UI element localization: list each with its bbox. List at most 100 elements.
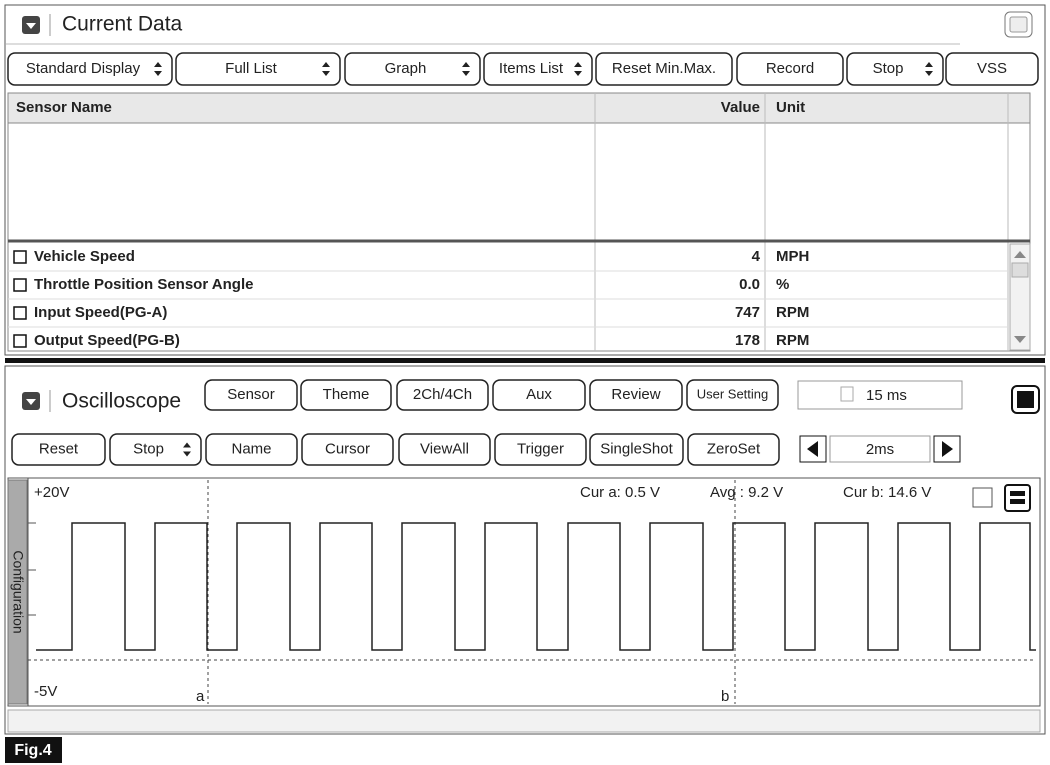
waveform (36, 522, 1036, 651)
sensor-table (7, 92, 1031, 352)
column-header: Unit (776, 99, 805, 116)
sensor-name: Output Speed(PG-B) (34, 332, 180, 349)
configuration-tab[interactable] (7, 479, 28, 705)
button[interactable] (492, 379, 586, 411)
button-label: Theme (323, 386, 370, 403)
button[interactable] (736, 52, 844, 86)
table-header (7, 92, 1031, 124)
button-label: User Setting (697, 386, 769, 401)
button-label: Trigger (517, 440, 564, 457)
y-min-label: -5V (34, 683, 57, 700)
button[interactable] (589, 379, 683, 411)
collapse-arrow (26, 23, 36, 29)
stop-view-icon (1017, 391, 1034, 408)
button[interactable] (595, 52, 733, 86)
button-label: Stop (873, 60, 904, 77)
sensor-unit: RPM (776, 304, 809, 321)
channel-checkbox[interactable] (972, 487, 993, 508)
button-label: Name (231, 440, 271, 457)
button-label: Items List (499, 60, 564, 77)
button[interactable] (945, 52, 1039, 86)
button[interactable] (494, 433, 587, 466)
button[interactable] (175, 52, 341, 86)
scroll-up[interactable] (1014, 251, 1026, 258)
scroll-down[interactable] (1014, 336, 1026, 343)
button-label: Cursor (325, 440, 370, 457)
panel-title: Current Data (62, 13, 183, 36)
left-arrow (807, 441, 818, 457)
dropdown-arrow (925, 71, 933, 76)
figure-label: Fig.4 (14, 742, 51, 759)
time-display-box (797, 380, 963, 410)
collapse-arrow (26, 399, 36, 405)
row-checkbox[interactable] (13, 334, 27, 348)
dropdown-arrow (462, 62, 470, 67)
sensor-value: 747 (735, 304, 760, 321)
timebase-field[interactable] (829, 435, 931, 463)
button-label: ViewAll (420, 440, 469, 457)
time-icon (840, 386, 854, 402)
dropdown-arrow (322, 62, 330, 67)
button-label: Full List (225, 60, 278, 77)
dropdown-arrow (183, 451, 191, 457)
row-checkbox[interactable] (13, 306, 27, 320)
button[interactable] (7, 52, 173, 86)
table-rows: Shift Lever SwitchD-Current Gear1-Engine… (8, 248, 1008, 349)
menu-button[interactable] (1004, 484, 1031, 512)
button-label: 2Ch/4Ch (413, 386, 472, 403)
button[interactable] (686, 379, 779, 411)
time-display: 15 ms (866, 387, 907, 404)
right-arrow (942, 441, 953, 457)
table-scrollbar[interactable] (1009, 243, 1031, 351)
average-readout: Avg : 9.2 V (710, 484, 783, 501)
button-label: Reset (39, 440, 79, 457)
row-checkbox[interactable] (13, 278, 27, 292)
button[interactable] (11, 433, 106, 466)
side-tab-label: Configuration (10, 550, 26, 633)
scope-area (7, 477, 1041, 707)
column-header: Sensor Name (16, 99, 112, 116)
button[interactable] (396, 379, 489, 411)
scroll-thumb[interactable] (1011, 262, 1029, 278)
button[interactable] (300, 379, 392, 411)
button-label: Record (766, 60, 814, 77)
button[interactable] (205, 433, 298, 466)
button-label: Aux (526, 386, 552, 403)
horizontal-scrollbar[interactable] (7, 709, 1041, 733)
cursor-b-readout: Cur b: 14.6 V (843, 484, 931, 501)
dropdown-arrow (574, 71, 582, 76)
sensor-name: Vehicle Speed (34, 248, 135, 265)
dropdown-arrow (574, 62, 582, 67)
sensor-value: 0.0 (739, 276, 760, 293)
button[interactable] (483, 52, 593, 86)
button[interactable] (344, 52, 481, 86)
panel-divider (5, 358, 1045, 363)
figure-label-box (5, 737, 62, 763)
button-label: Review (611, 386, 660, 403)
dropdown-arrow (462, 71, 470, 76)
y-max-label: +20V (34, 484, 69, 501)
button-label: VSS (977, 60, 1007, 77)
sensor-value: 4 (752, 248, 761, 265)
dropdown-arrow (183, 442, 191, 448)
button[interactable] (204, 379, 298, 411)
button[interactable] (687, 433, 780, 466)
window-icon (1009, 16, 1028, 33)
button[interactable] (301, 433, 394, 466)
button[interactable] (589, 433, 684, 466)
dropdown-arrow (154, 62, 162, 67)
button-label: Stop (133, 440, 164, 457)
button-label: Graph (385, 60, 427, 77)
sensor-unit: % (776, 276, 789, 293)
menu-bar (1010, 491, 1025, 496)
dropdown-arrow (925, 62, 933, 67)
button-label: Standard Display (26, 60, 141, 77)
button[interactable] (846, 52, 944, 86)
column-header: Value (721, 99, 760, 116)
sensor-name: Throttle Position Sensor Angle (34, 276, 253, 293)
row-checkbox[interactable] (13, 250, 27, 264)
button[interactable] (398, 433, 491, 466)
button[interactable] (109, 433, 202, 466)
